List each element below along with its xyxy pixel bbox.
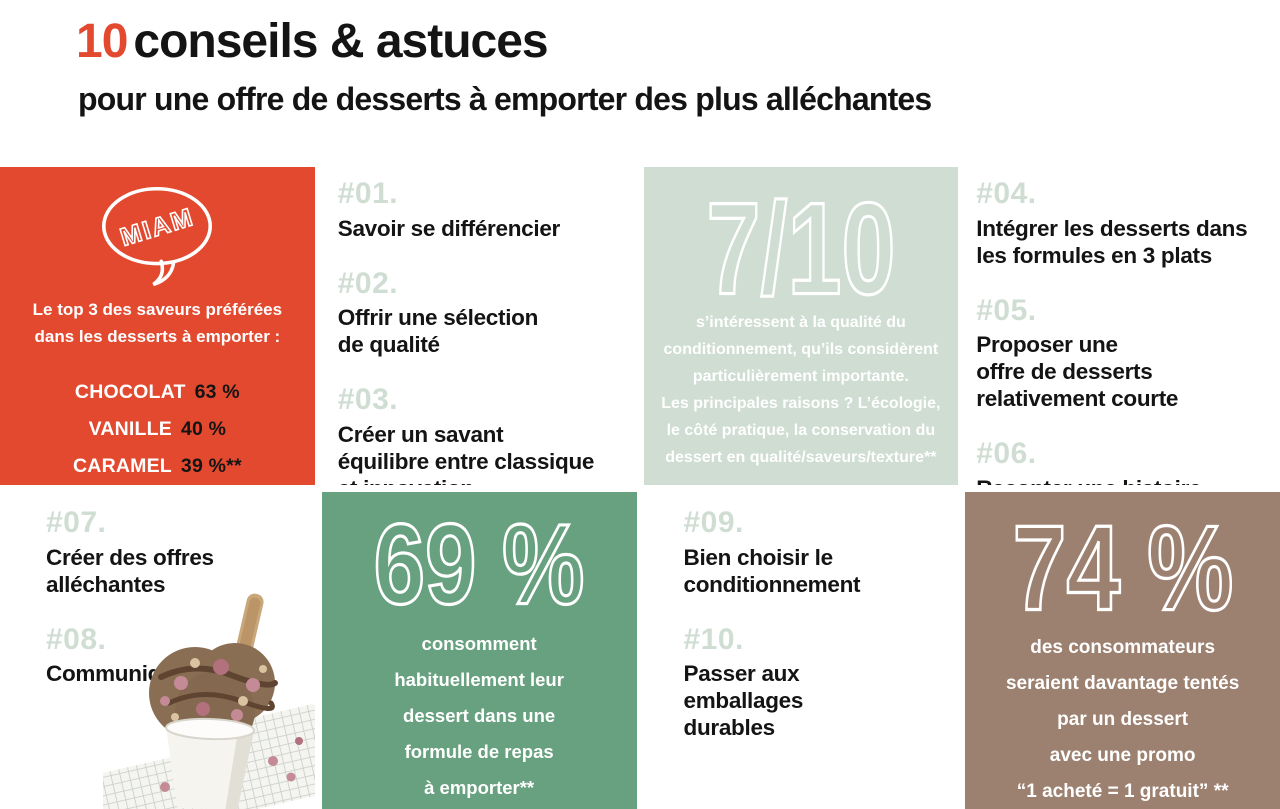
flavor-row: VANILLE 40 %	[73, 411, 242, 448]
tip-title: Intégrer les desserts dans les formules …	[976, 215, 1248, 268]
title-number: 10	[76, 15, 128, 68]
tip-number: #01.	[337, 177, 399, 210]
tip-04: #04. Intégrer les desserts dans les form…	[976, 177, 1276, 269]
tip-10: #10. Passer aux emballages durables	[684, 623, 955, 742]
flavor-value: 63 %	[194, 381, 240, 403]
stat-text: s’intéressent à la qualité du conditionn…	[661, 314, 941, 466]
tip-number: #02.	[337, 266, 399, 300]
stat-content: 74 % des consommateurs seraient davantag…	[965, 492, 1280, 809]
flavor-row: CARAMEL 39 %**	[73, 448, 242, 485]
block-grid: MIAM Le top 3 des saveurs préférées dans…	[0, 167, 1280, 809]
stat-text: des consommateurs seraient davantage ten…	[1005, 637, 1240, 802]
stat-block-formula: 69 % consomment habituellement leur dess…	[321, 492, 637, 809]
tip-07: #07. Créer des offres alléchantes	[46, 506, 311, 598]
stat-value-7-10: 7/10	[706, 176, 895, 322]
flavor-list: CHOCOLAT 63 % VANILLE 40 % CARAMEL 39 %*…	[73, 374, 242, 485]
miam-speech-bubble-icon: MIAM	[102, 186, 213, 287]
tip-09: #09. Bien choisir le conditionnement	[684, 506, 955, 598]
tip-number: #06.	[976, 437, 1037, 470]
tip-02: #02. Offrir une sélection de qualité	[338, 267, 633, 359]
flavor-value: 39 %**	[180, 455, 242, 477]
tip-number: #07.	[46, 506, 107, 539]
stat-value-69: 69 %	[374, 501, 585, 629]
stat-outline-number: 7/10	[705, 174, 897, 323]
tips-block-1: #01. Savoir se différencier #02. Offrir …	[321, 167, 637, 485]
stat-content: 7/10 s’intéressent à la qualité du condi…	[644, 167, 959, 485]
flavors-block: MIAM Le top 3 des saveurs préférées dans…	[0, 167, 315, 485]
tip-06: #06. Raconter une histoire	[976, 437, 1276, 485]
title-text: conseils & astuces	[133, 15, 548, 68]
tip-number: #05.	[976, 293, 1037, 327]
flavor-name: CHOCOLAT	[74, 381, 186, 403]
tip-title: Offrir une sélection de qualité	[337, 305, 539, 357]
page-title: 10 conseils & astuces	[76, 15, 1280, 69]
flavor-row: CHOCOLAT 63 %	[73, 374, 242, 411]
tip-number: #10.	[683, 622, 744, 656]
flavor-value: 40 %	[180, 418, 227, 440]
flavors-content: MIAM Le top 3 des saveurs préférées dans…	[0, 167, 315, 485]
tip-number: #09.	[683, 506, 744, 539]
flavor-name: VANILLE	[88, 418, 172, 440]
stat-content: 69 % consomment habituellement leur dess…	[322, 492, 637, 809]
stat-outline-number: 74 %	[1011, 499, 1235, 637]
tips-block-3: #07. Créer des offres alléchantes #08. C…	[0, 492, 315, 809]
tip-title: Savoir se différencier	[337, 215, 561, 241]
tips-block-4: #09. Bien choisir le conditionnement #10…	[643, 492, 959, 809]
tip-number: #08.	[46, 622, 107, 656]
page-subtitle: pour une offre de desserts à emporter de…	[78, 80, 932, 117]
tip-number: #04.	[976, 177, 1037, 210]
tip-title: Créer des offres alléchantes	[46, 544, 214, 597]
stat-outline-number: 69 %	[372, 499, 586, 630]
tip-title: Créer un savant équilibre entre classiqu…	[337, 421, 595, 486]
miam-bubble-label: MIAM	[117, 203, 198, 252]
ice-cream-photo	[102, 593, 315, 809]
header: 10 conseils & astuces pour une offre de d…	[0, 0, 1280, 167]
tip-01: #01. Savoir se différencier	[338, 177, 633, 242]
stat-block-packaging: 7/10 s’intéressent à la qualité du condi…	[643, 167, 959, 485]
tip-title: Proposer une offre de desserts relativem…	[976, 332, 1179, 411]
tip-title: Raconter une histoire	[976, 475, 1276, 486]
flavor-name: CARAMEL	[73, 455, 172, 477]
stat-block-promo: 74 % des consommateurs seraient davantag…	[965, 492, 1280, 809]
tip-title: Passer aux emballages durables	[683, 661, 804, 740]
tip-title: Bien choisir le conditionnement	[683, 544, 861, 597]
tips-block-2: #04. Intégrer les desserts dans les form…	[965, 167, 1280, 485]
tip-03: #03. Créer un savant équilibre entre cla…	[338, 383, 633, 485]
tip-05: #05. Proposer une offre de desserts rela…	[976, 294, 1276, 413]
stat-value-74: 74 %	[1012, 501, 1233, 636]
stat-text: consomment habituellement leur dessert d…	[394, 633, 564, 798]
flavors-intro: Le top 3 des saveurs préférées dans les …	[32, 300, 283, 346]
tip-number: #03.	[337, 383, 399, 416]
